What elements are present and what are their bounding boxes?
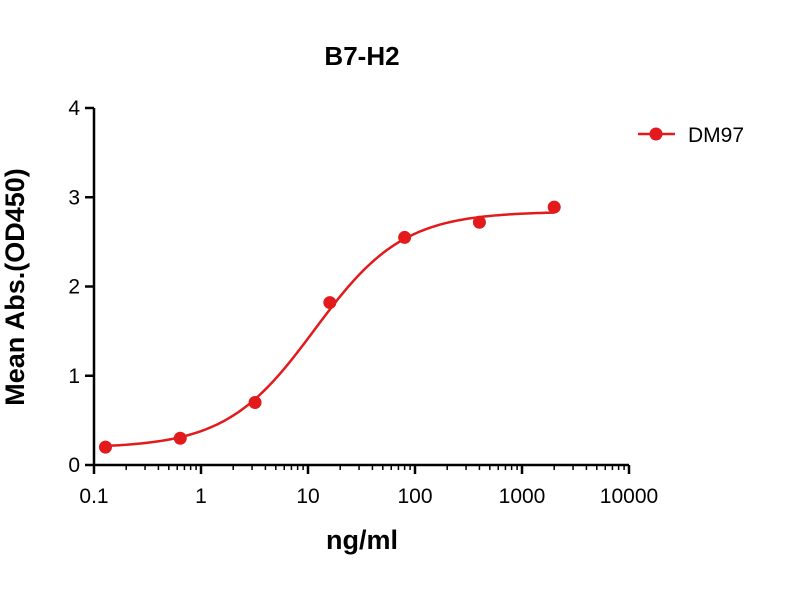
y-tick-label: 4 (68, 97, 80, 120)
x-tick-label: 10 (296, 485, 319, 508)
legend-marker (649, 127, 663, 141)
y-ticks: 0 1 2 3 4 (68, 97, 94, 477)
data-point (547, 200, 561, 214)
x-tick-label: 100 (397, 485, 432, 508)
x-tick-label: 0.1 (79, 485, 108, 508)
data-point (472, 215, 486, 229)
x-tick-label: 1 (195, 485, 207, 508)
y-tick-label: 2 (68, 276, 80, 299)
plot-area: 0 1 2 3 4 0.1 1 10 100 1000 10000 (68, 97, 658, 508)
legend-label: DM97 (688, 124, 744, 147)
data-point (173, 431, 187, 445)
data-point (98, 440, 112, 454)
y-tick-label: 0 (68, 454, 80, 477)
x-tick-label: 1000 (499, 485, 546, 508)
data-point (248, 396, 262, 410)
x-ticks: 0.1 1 10 100 1000 10000 (79, 465, 658, 508)
y-axis-label: Mean Abs.(OD450) (0, 168, 30, 406)
x-axis-label: ng/ml (326, 525, 398, 555)
x-tick-label: 10000 (600, 485, 658, 508)
series-fit-curve (105, 211, 555, 448)
chart-title: B7-H2 (324, 41, 399, 71)
y-tick-label: 1 (68, 365, 80, 388)
data-point (323, 296, 337, 310)
legend: DM97 (638, 124, 744, 147)
series-layer (98, 200, 561, 454)
data-point (398, 230, 412, 244)
y-tick-label: 3 (68, 186, 80, 209)
